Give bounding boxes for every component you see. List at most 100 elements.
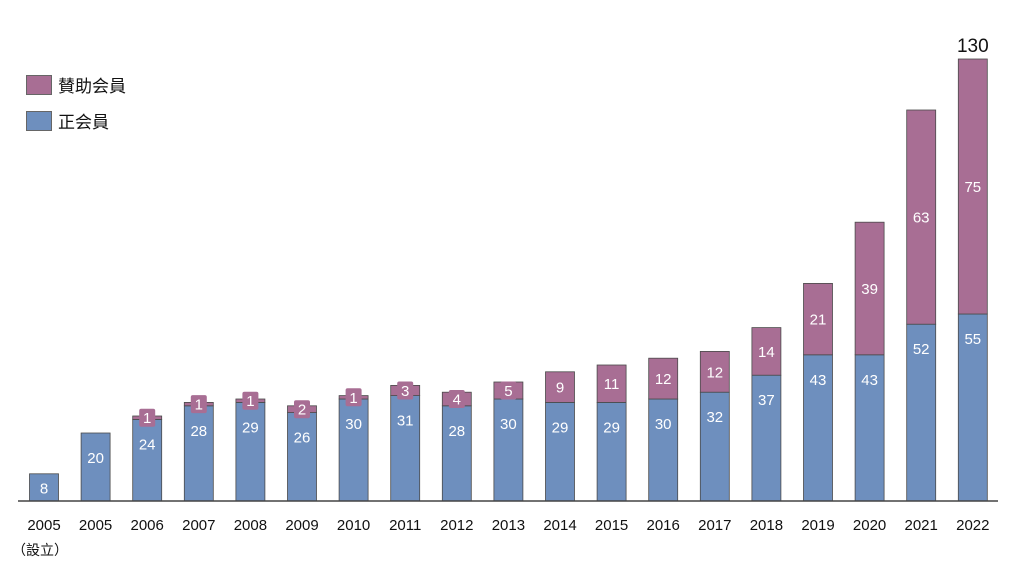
bar-supporting-17 xyxy=(906,109,937,325)
legend-swatch-regular xyxy=(26,110,52,131)
bar-label-regular-11: 29 xyxy=(603,419,620,436)
bar-regular-3 xyxy=(183,405,214,502)
bar-label-regular-17: 52 xyxy=(913,341,930,358)
x-tick-labels: 2005 2005 2006 2007 2008 2009 2010 2011 2012 2013… xyxy=(27,517,989,534)
bar-label-regular-15: 43 xyxy=(810,372,827,389)
bar-regular-9 xyxy=(493,398,524,502)
bar-label-supporting-18: 75 xyxy=(964,179,981,196)
bar-label-supporting-6: 1 xyxy=(349,390,357,407)
bar-label-supporting-2: 1 xyxy=(143,410,151,427)
bar-label-regular-10: 29 xyxy=(552,419,569,436)
bar-label-supporting-10: 9 xyxy=(556,380,564,397)
bar-supporting-12 xyxy=(648,357,679,400)
bar-label-bg-supporting-6 xyxy=(345,388,362,407)
bar-label-supporting-13: 12 xyxy=(706,364,723,381)
bar-label-regular-0: 8 xyxy=(40,480,48,497)
x-tick-label-6: 2010 xyxy=(337,517,370,534)
bar-regular-1 xyxy=(80,432,111,502)
bar-supporting-14 xyxy=(751,327,782,376)
bar-label-supporting-14: 14 xyxy=(758,344,775,361)
x-tick-label-3: 2007 xyxy=(182,517,215,534)
bar-regular-4 xyxy=(235,401,266,502)
bar-supporting-16 xyxy=(854,221,885,356)
bar-supporting-11 xyxy=(596,364,627,403)
bar-label-bg-supporting-4 xyxy=(242,391,259,410)
x-tick-label-15: 2019 xyxy=(801,517,834,534)
x-tick-label-11: 2015 xyxy=(595,517,628,534)
bar-supporting-10 xyxy=(545,371,575,403)
bar-label-regular-8: 28 xyxy=(448,423,465,440)
bar-supporting-13 xyxy=(699,350,730,393)
bar-label-supporting-17: 63 xyxy=(913,210,930,227)
x-tick-label-13: 2017 xyxy=(698,517,731,534)
bar-label-supporting-11: 11 xyxy=(604,376,620,393)
bar-supporting-15 xyxy=(803,282,833,356)
bar-label-supporting-12: 12 xyxy=(655,371,672,388)
bar-label-regular-7: 31 xyxy=(397,413,414,430)
bar-regular-8 xyxy=(441,405,472,502)
bar-label-supporting-8: 4 xyxy=(453,392,461,409)
bar-label-regular-12: 30 xyxy=(655,416,672,433)
x-tick-sublabel: （設立） xyxy=(12,543,68,559)
bar-label-regular-14: 37 xyxy=(758,392,775,409)
legend-label-regular: 正会員 xyxy=(58,113,109,133)
bar-label-regular-1: 20 xyxy=(87,450,104,467)
bar-regular-0 xyxy=(29,473,59,502)
x-tick-label-7: 2011 xyxy=(389,517,421,534)
x-tick-label-10: 2014 xyxy=(543,517,576,534)
bar-label-supporting-7: 3 xyxy=(401,383,409,400)
bar-label-bg-supporting-9 xyxy=(500,381,517,400)
bar-label-regular-9: 30 xyxy=(500,416,517,433)
x-tick-label-2: 2006 xyxy=(131,517,164,534)
bar-label-supporting-9: 5 xyxy=(504,383,512,400)
bar-label-regular-5: 26 xyxy=(294,430,311,447)
x-tick-label-17: 2021 xyxy=(905,517,938,534)
bar-regular-18 xyxy=(957,313,988,502)
legend-label-supporting: 賛助会員 xyxy=(58,77,126,97)
bar-label-regular-18: 55 xyxy=(964,331,981,348)
x-tick-label-9: 2013 xyxy=(492,517,525,534)
legend-item-supporting-members: 賛助会員 xyxy=(26,72,126,97)
bar-label-regular-6: 30 xyxy=(345,416,362,433)
bar-label-regular-2: 24 xyxy=(139,436,156,453)
bar-label-regular-4: 29 xyxy=(242,419,259,436)
legend-item-regular-members: 正会員 xyxy=(26,108,109,133)
bar-label-supporting-4: 1 xyxy=(246,393,254,410)
bar-label-bg-supporting-7 xyxy=(397,381,414,400)
total-labels: 130 xyxy=(957,36,989,57)
x-tick-label-14: 2018 xyxy=(750,517,783,534)
bar-regular-12 xyxy=(648,398,679,502)
bar-label-regular-16: 43 xyxy=(861,372,878,389)
bar-label-bg-supporting-3 xyxy=(190,395,207,414)
bar-label-bg-supporting-5 xyxy=(294,400,310,419)
bar-regular-2 xyxy=(132,418,163,502)
x-tick-label-16: 2020 xyxy=(853,517,886,534)
bar-regular-7 xyxy=(390,395,421,502)
x-tick-label-4: 2008 xyxy=(234,517,267,534)
bar-label-bg-supporting-8 xyxy=(448,390,465,408)
bar-regular-6 xyxy=(338,398,369,502)
bar-regular-11 xyxy=(596,401,627,502)
x-tick-label-0: 2005 xyxy=(27,517,60,534)
x-tick-label-18: 2022 xyxy=(956,517,989,534)
bar-regular-14 xyxy=(751,374,782,502)
bar-regular-17 xyxy=(906,323,937,502)
bar-regular-10 xyxy=(545,401,575,502)
x-tick-label-8: 2012 xyxy=(440,517,473,534)
x-tick-label-5: 2009 xyxy=(285,517,318,534)
bar-label-supporting-3: 1 xyxy=(195,397,203,414)
x-tick-label-12: 2016 xyxy=(647,517,680,534)
bar-supporting-18 xyxy=(957,58,988,315)
bar-label-bg-supporting-2 xyxy=(139,408,156,427)
total-label-18: 130 xyxy=(957,36,989,57)
x-tick-label-1: 2005 xyxy=(79,517,112,534)
bar-label-supporting-15: 21 xyxy=(810,312,827,329)
bar-label-regular-13: 32 xyxy=(706,409,723,426)
bar-regular-5 xyxy=(287,412,317,502)
bar-label-supporting-5: 2 xyxy=(298,402,306,419)
bars-group: 8 20 24 1 28 1 29 1 26 2 30 1 31 3 28 4 30 5 29 9 29 11 30 12 32… xyxy=(29,58,988,502)
bar-label-regular-3: 28 xyxy=(190,423,207,440)
legend-swatch-supporting xyxy=(26,74,52,95)
bar-label-supporting-16: 39 xyxy=(861,281,878,298)
